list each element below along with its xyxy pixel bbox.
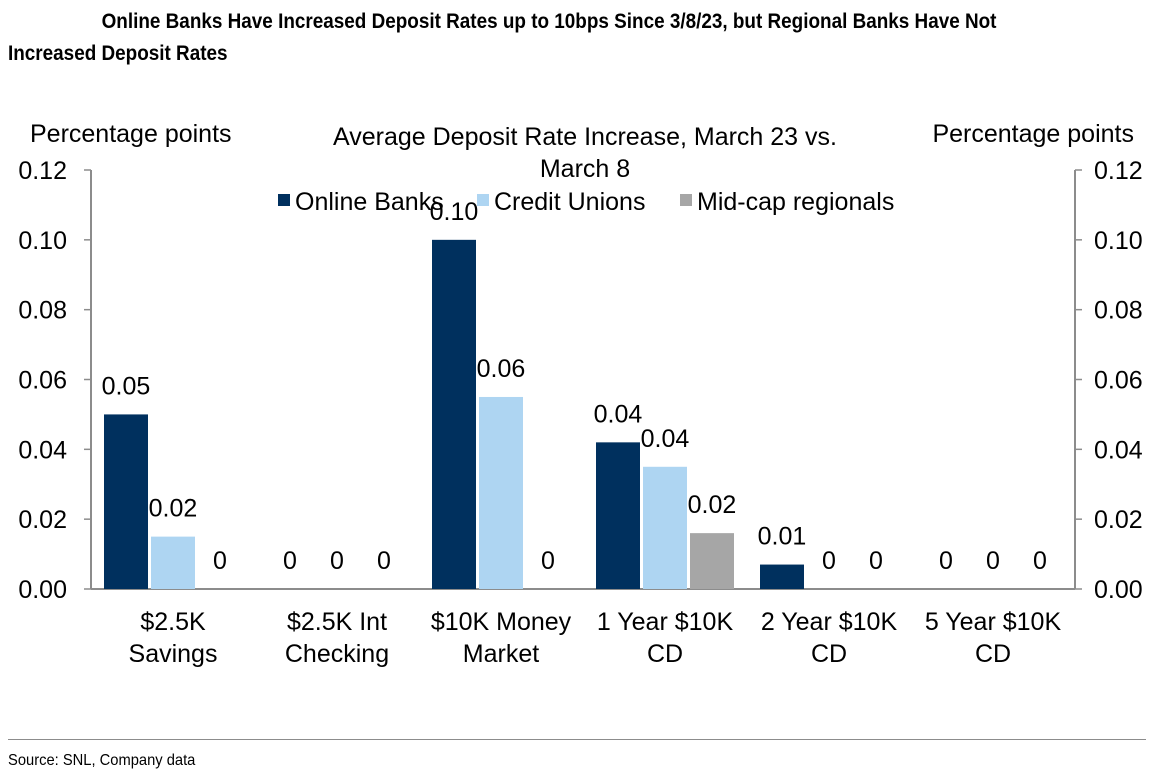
y-tick-label-left: 0.02 xyxy=(18,506,67,534)
y-tick-label-right: 0.06 xyxy=(1094,367,1143,395)
x-tick-label: Checking xyxy=(285,640,389,668)
y-tick-label-left: 0.00 xyxy=(18,576,67,604)
bar xyxy=(432,239,476,590)
bar-chart: 0.00 0.000.02 0.020.04 0.040.06 0.060.08 0.08… xyxy=(18,120,1143,668)
x-tick-label: $2.5K xyxy=(140,608,206,636)
data-label: 0.06 xyxy=(477,355,526,383)
y-tick-label-right: 0.00 xyxy=(1094,576,1143,604)
chart-title-line-1: Average Deposit Rate Increase, March 23 … xyxy=(333,123,837,151)
x-tick-label: CD xyxy=(975,640,1011,668)
x-tick-label: $10K Money xyxy=(431,608,572,636)
data-label: 0.10 xyxy=(430,198,479,226)
data-label: 0.05 xyxy=(102,372,151,400)
data-label: 0 xyxy=(939,547,953,575)
y-tick-label-left: 0.12 xyxy=(18,157,67,185)
x-tick-label: 1 Year $10K xyxy=(597,608,734,636)
bar xyxy=(479,396,523,589)
bar xyxy=(760,564,804,589)
bar xyxy=(104,414,148,589)
x-tick-label: 5 Year $10K xyxy=(925,608,1062,636)
legend-swatch xyxy=(278,194,290,206)
data-label: 0 xyxy=(869,547,883,575)
data-label: 0 xyxy=(541,547,555,575)
y-tick-label-right: 0.02 xyxy=(1094,506,1143,534)
x-tick-label: CD xyxy=(811,640,847,668)
legend-label: Mid-cap regionals xyxy=(697,188,894,216)
data-label: 0 xyxy=(283,547,297,575)
data-label: 0 xyxy=(330,547,344,575)
x-tick-label: Savings xyxy=(129,640,218,668)
y-tick-label-left: 0.04 xyxy=(18,436,67,464)
x-tick-label: $2.5K Int xyxy=(287,608,387,636)
y-tick-label-left: 0.08 xyxy=(18,297,67,325)
data-label: 0 xyxy=(822,547,836,575)
data-label: 0.04 xyxy=(641,425,690,453)
bar xyxy=(596,442,640,589)
data-label: 0 xyxy=(1033,547,1047,575)
source-note: Source: SNL, Company data xyxy=(8,752,196,769)
chart-title-line-2: March 8 xyxy=(540,155,630,183)
legend-label: Online Banks xyxy=(295,188,444,216)
data-label: 0.02 xyxy=(149,495,198,523)
data-label: 0 xyxy=(213,547,227,575)
y-tick-label-left: 0.10 xyxy=(18,227,67,255)
bar xyxy=(643,466,687,589)
y-tick-label-right: 0.04 xyxy=(1094,436,1143,464)
y-tick-label-right: 0.12 xyxy=(1094,157,1143,185)
legend-swatch xyxy=(680,194,692,206)
data-label: 0.04 xyxy=(594,400,643,428)
source-divider xyxy=(8,739,1146,740)
x-tick-label: Market xyxy=(463,640,539,668)
x-tick-label: CD xyxy=(647,640,683,668)
bar xyxy=(690,533,734,589)
page-title: Online Banks Have Increased Deposit Rate… xyxy=(8,10,997,65)
data-label: 0.02 xyxy=(688,491,737,519)
bar xyxy=(151,536,195,589)
legend-label: Credit Unions xyxy=(494,188,645,216)
x-tick-label: 2 Year $10K xyxy=(761,608,898,636)
legend-swatch xyxy=(477,194,489,206)
data-label: 0 xyxy=(377,547,391,575)
y-tick-label-left: 0.06 xyxy=(18,367,67,395)
y-tick-label-right: 0.08 xyxy=(1094,297,1143,325)
y-axis-label-left: Percentage points xyxy=(30,120,232,148)
data-label: 0.01 xyxy=(758,523,807,551)
data-label: 0 xyxy=(986,547,1000,575)
y-axis-label-right: Percentage points xyxy=(932,120,1134,148)
y-tick-label-right: 0.10 xyxy=(1094,227,1143,255)
